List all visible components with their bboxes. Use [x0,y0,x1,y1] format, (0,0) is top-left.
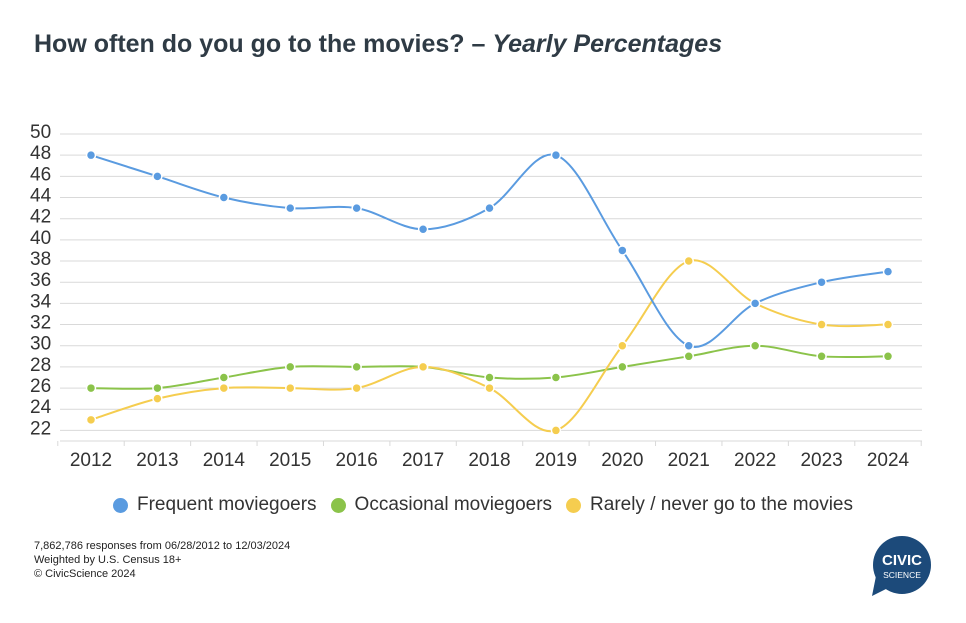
gridlines [57,133,922,446]
data-point [617,361,628,373]
data-point [550,372,562,383]
y-tick-label: 32 [30,313,51,334]
x-axis-ticks: 2012 2013 2014 2015 2016 2017 2018 2019 2020 2021… [70,450,910,471]
x-tick-label: 2014 [203,450,246,471]
legend-label: Frequent moviegoers [137,494,317,515]
x-tick-label: 2022 [734,450,776,471]
legend-item: Occasional moviegoers [330,494,553,516]
x-tick-label: 2023 [800,450,842,471]
data-point [484,372,495,383]
data-point [85,414,97,426]
data-point [882,319,894,330]
data-point [218,192,230,203]
data-point [816,351,827,362]
x-tick-label: 2018 [468,450,510,471]
logo-badge [873,536,931,594]
y-tick-label: 48 [30,143,51,164]
legend-item: Rarely / never go to the movies [566,494,853,516]
page-title: How often do you go to the movies? – Yea… [34,30,722,59]
data-point [882,266,894,277]
y-tick-label: 38 [30,249,51,270]
y-tick-label: 46 [30,164,51,185]
y-tick-label: 22 [30,418,51,439]
data-point [749,340,761,351]
data-point [85,382,97,394]
data-point [617,245,628,256]
x-tick-label: 2012 [70,450,112,471]
y-tick-label: 30 [30,334,51,355]
logo-text-civic: CIVIC [882,552,922,569]
data-point [484,382,495,394]
logo-speech-tail [872,576,890,596]
y-tick-label: 42 [30,207,51,228]
y-tick-label: 50 [30,122,51,143]
legend-label: Occasional moviegoers [354,494,553,515]
legend-swatch [113,497,128,513]
data-point [218,372,230,383]
legend-item: Frequent moviegoers [113,494,317,516]
y-tick-label: 36 [30,270,51,291]
y-tick-label: 26 [30,376,51,397]
footnote-copyright: © CivicScience 2024 [34,568,136,580]
data-point [683,255,694,267]
data-point [417,361,429,373]
data-point [285,202,296,214]
y-tick-label: 40 [30,228,51,249]
data-point [285,361,296,373]
data-point [85,149,97,161]
x-tick-label: 2024 [867,450,910,471]
x-tick-label: 2021 [668,450,710,471]
data-point [617,340,628,351]
chart-legend: Frequent moviegoers Occasional moviegoers… [0,494,966,516]
y-tick-label: 28 [30,355,51,376]
data-point [152,382,163,394]
x-tick-label: 2016 [336,450,378,471]
data-point [484,202,495,214]
legend-swatch [330,497,346,513]
data-point [218,382,230,394]
data-point [816,276,827,288]
footnote-responses: 7,862,786 responses from 06/28/2012 to 1… [34,540,291,552]
title-emphasis: Yearly Percentages [492,30,723,58]
data-point [683,351,694,362]
series-line [90,153,889,348]
data-point [351,202,362,214]
y-tick-label: 24 [30,397,52,418]
data-point [550,425,562,436]
x-tick-label: 2020 [601,450,643,471]
data-point [417,224,429,235]
series-points [85,149,894,436]
y-tick-label: 34 [30,291,52,312]
data-point [152,393,163,404]
data-point [351,361,362,373]
legend-swatch [566,497,582,513]
data-point [749,298,761,309]
title-main: How often do you go to the movies? – [34,30,493,58]
data-point [882,351,894,362]
legend-label: Rarely / never go to the movies [590,494,853,515]
x-tick-label: 2015 [269,450,311,471]
x-tick-label: 2019 [535,450,577,471]
data-point [152,171,163,182]
data-point [816,319,827,330]
y-tick-label: 44 [30,186,52,207]
logo-text-science: SCIENCE [883,570,921,580]
footnote-weighting: Weighted by U.S. Census 18+ [34,554,182,566]
civicscience-logo: CIVIC SCIENCE [872,536,931,596]
data-point [550,149,562,161]
data-point [285,382,296,394]
x-tick-label: 2017 [402,450,444,471]
data-point [351,382,362,394]
footnote: 7,862,786 responses from 06/28/2012 to 1… [34,539,290,581]
data-point [683,340,694,351]
x-tick-label: 2013 [136,450,178,471]
